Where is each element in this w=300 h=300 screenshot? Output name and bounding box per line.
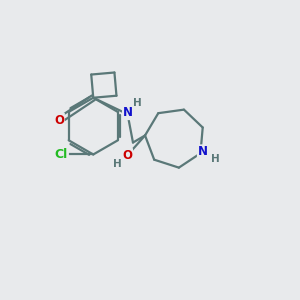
Text: H: H <box>113 159 122 170</box>
Text: H: H <box>211 154 220 164</box>
Text: O: O <box>122 149 132 162</box>
Text: Cl: Cl <box>55 148 68 161</box>
Text: H: H <box>133 98 142 108</box>
Text: N: N <box>198 145 208 158</box>
Text: N: N <box>123 106 133 119</box>
Text: O: O <box>54 114 64 127</box>
